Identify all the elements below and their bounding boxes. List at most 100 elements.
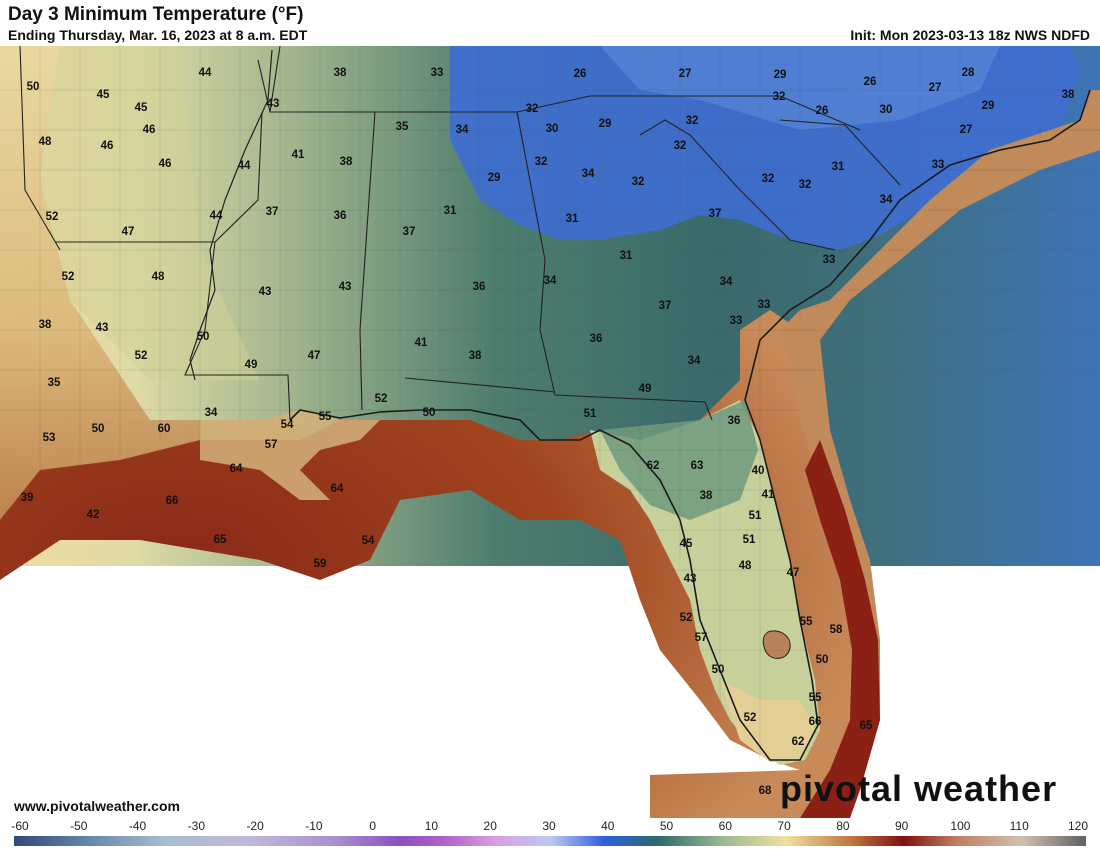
- temperature-map[interactable]: 50 44 38 33 26 27 29 26 28 27 29 38 45 45 46 43 32 32 30 29…: [0, 46, 1100, 818]
- temp-label: 64: [230, 463, 243, 475]
- temp-label: 32: [632, 176, 645, 188]
- temp-label: 38: [334, 67, 347, 79]
- scale-tick-label: 70: [777, 819, 791, 833]
- temp-label: 33: [431, 67, 444, 79]
- temp-label: 38: [1062, 89, 1075, 101]
- scale-tick-label: 60: [718, 819, 733, 833]
- temp-label: 47: [787, 567, 800, 579]
- atlantic-shelf: [780, 90, 1100, 818]
- temp-label: 32: [799, 179, 812, 191]
- temp-label: 44: [238, 160, 251, 172]
- temp-label: 31: [566, 213, 579, 225]
- temp-label: 34: [205, 407, 218, 419]
- temp-label: 65: [860, 720, 873, 732]
- temp-label: 33: [932, 159, 945, 171]
- scale-tick-label: -30: [187, 819, 205, 833]
- temp-label: 31: [444, 205, 457, 217]
- temp-label: 62: [792, 736, 805, 748]
- temp-label: 50: [423, 407, 436, 419]
- temp-label: 29: [488, 172, 501, 184]
- temp-label: 38: [340, 156, 353, 168]
- temp-label: 29: [982, 100, 995, 112]
- temp-label: 68: [759, 785, 772, 797]
- temp-label: 50: [197, 331, 210, 343]
- temp-label: 50: [712, 664, 725, 676]
- scale-tick-label: 110: [1009, 819, 1029, 833]
- temp-label: 45: [135, 102, 148, 114]
- temp-label: 52: [375, 393, 388, 405]
- temp-label: 34: [582, 168, 595, 180]
- temp-label: 52: [680, 612, 693, 624]
- temp-label: 55: [319, 411, 332, 423]
- temp-label: 44: [199, 67, 212, 79]
- temp-label: 34: [720, 276, 733, 288]
- temp-label: 47: [122, 226, 135, 238]
- temp-label: 48: [39, 136, 52, 148]
- temp-label: 47: [308, 350, 321, 362]
- temp-label: 36: [728, 415, 741, 427]
- scale-bar: [14, 836, 1086, 846]
- temp-label: 41: [762, 489, 775, 501]
- temp-label: 32: [674, 140, 687, 152]
- temp-label: 34: [880, 194, 893, 206]
- temp-label: 65: [214, 534, 227, 546]
- state-borders: [19, 46, 901, 421]
- temp-label: 57: [695, 632, 708, 644]
- temp-label: 52: [46, 211, 59, 223]
- scale-tick-label: 40: [601, 819, 615, 833]
- temp-label: 45: [680, 538, 693, 550]
- temp-label: 43: [684, 573, 697, 585]
- temp-label: 48: [739, 560, 752, 572]
- temp-label: 51: [743, 534, 756, 546]
- temp-label: 26: [574, 68, 587, 80]
- temp-label: 32: [686, 115, 699, 127]
- temp-label: 66: [166, 495, 179, 507]
- scale-tick-label: -60: [11, 819, 29, 833]
- temp-label: 55: [809, 692, 822, 704]
- gulf-stream: [800, 440, 880, 818]
- init-time: Init: Mon 2023-03-13 18z NWS NDFD: [850, 27, 1090, 43]
- temp-label: 52: [135, 350, 148, 362]
- temp-label: 35: [396, 121, 409, 133]
- florida-south-tan: [720, 680, 815, 762]
- temp-label: 29: [774, 69, 787, 81]
- temp-label: 36: [473, 281, 486, 293]
- valid-time: Ending Thursday, Mar. 16, 2023 at 8 a.m.…: [8, 27, 308, 43]
- temp-label: 52: [744, 712, 757, 724]
- temperature-labels: 50 44 38 33 26 27 29 26 28 27 29 38 45 45 46 43 32 32 30 29…: [21, 67, 1075, 797]
- temp-label: 46: [159, 158, 172, 170]
- temp-label: 37: [266, 206, 279, 218]
- temp-label: 46: [101, 140, 114, 152]
- scale-tick-label: 30: [542, 819, 556, 833]
- temp-label: 43: [96, 322, 109, 334]
- footer-url[interactable]: www.pivotalweather.com: [14, 798, 180, 814]
- temp-label: 52: [62, 271, 75, 283]
- temp-label: 62: [647, 460, 660, 472]
- lake-okeechobee: [762, 630, 791, 659]
- temp-label: 33: [823, 254, 836, 266]
- temp-label: 45: [97, 89, 110, 101]
- temp-label: 51: [749, 510, 762, 522]
- scale-tick-label: 10: [424, 819, 439, 833]
- temp-label: 66: [809, 716, 822, 728]
- temp-label: 55: [800, 616, 813, 628]
- scale-ticks: -60 -50 -40 -30 -20 -10 0 10 20 30 40 50 60 70 80 90 100…: [0, 818, 1100, 833]
- temp-label: 27: [679, 68, 692, 80]
- scale-tick-label: -20: [246, 819, 264, 833]
- coastline: [289, 89, 1091, 761]
- temp-label: 57: [265, 439, 278, 451]
- temp-label: 28: [962, 67, 975, 79]
- mississippi-river: [189, 49, 273, 381]
- temp-label: 30: [880, 104, 893, 116]
- temp-label: 32: [762, 173, 775, 185]
- warm-west: [0, 46, 320, 520]
- temp-label: 37: [403, 226, 416, 238]
- temp-label: 31: [832, 161, 845, 173]
- scale-tick-label: -50: [70, 819, 88, 833]
- temp-label: 38: [469, 350, 482, 362]
- temp-label: 49: [639, 383, 652, 395]
- scale-tick-label: 50: [659, 819, 674, 833]
- temp-label: 54: [362, 535, 375, 547]
- pivotal-weather-logo: pivotal weather: [780, 768, 1058, 809]
- color-scale: -60 -50 -40 -30 -20 -10 0 10 20 30 40 50 60 70 80 90 100…: [0, 818, 1100, 850]
